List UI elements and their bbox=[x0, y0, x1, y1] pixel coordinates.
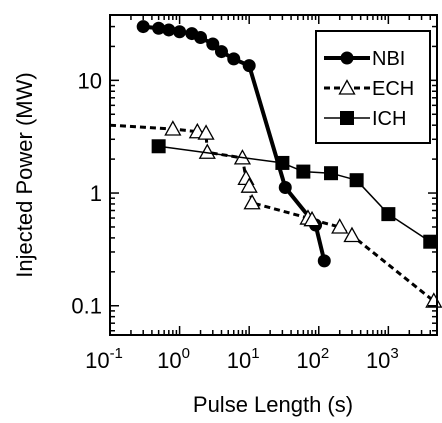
ech-point bbox=[197, 124, 215, 140]
ich-point bbox=[423, 234, 438, 249]
ich-point bbox=[324, 166, 339, 181]
nbi-point bbox=[194, 30, 208, 44]
ech-point bbox=[243, 193, 261, 210]
series-ech bbox=[109, 120, 442, 308]
legend-marker-ich bbox=[340, 111, 354, 125]
nbi-point bbox=[173, 25, 187, 39]
ich-point bbox=[151, 139, 166, 154]
ech-point bbox=[331, 218, 349, 234]
legend-label-ech: ECH bbox=[372, 78, 414, 100]
x-axis-title: Pulse Length (s) bbox=[193, 392, 353, 417]
ech-point bbox=[164, 120, 182, 136]
ich-point bbox=[296, 164, 311, 179]
nbi-point bbox=[152, 21, 166, 35]
legend: NBI ECH ICH bbox=[315, 30, 431, 144]
y-tick-label: 1 bbox=[90, 181, 102, 206]
ich-line bbox=[158, 145, 431, 243]
legend-label-ich: ICH bbox=[372, 108, 406, 130]
series-ich bbox=[151, 139, 438, 249]
nbi-point bbox=[278, 180, 292, 194]
ich-point bbox=[381, 207, 396, 222]
ich-point bbox=[349, 173, 364, 188]
ech-point bbox=[303, 210, 321, 227]
series-nbi bbox=[136, 20, 331, 268]
nbi-point bbox=[242, 59, 256, 73]
ech-point bbox=[198, 143, 216, 159]
nbi-point bbox=[206, 37, 220, 51]
series-layer bbox=[109, 20, 442, 308]
y-axis-title: Injected Power (MW) bbox=[12, 72, 37, 277]
nbi-point bbox=[317, 254, 331, 268]
nbi-point bbox=[162, 23, 176, 37]
x-tick-label: 102 bbox=[296, 345, 329, 373]
legend-marker-ech bbox=[338, 79, 356, 95]
nbi-point bbox=[136, 20, 150, 34]
x-tick-label: 10-1 bbox=[85, 345, 123, 373]
nbi-point bbox=[227, 52, 241, 66]
ech-point bbox=[343, 226, 361, 243]
x-tick-label: 103 bbox=[366, 345, 399, 373]
legend-marker-nbi bbox=[340, 51, 354, 65]
ticks-layer: 10-1 100 101 102 103 0.1 1 10 bbox=[71, 15, 438, 373]
plot-frame bbox=[109, 14, 438, 336]
y-tick-label: 0.1 bbox=[71, 294, 102, 319]
ech-point bbox=[240, 177, 258, 193]
ech-line bbox=[109, 123, 435, 303]
ich-point bbox=[275, 155, 290, 170]
x-tick-label: 101 bbox=[227, 345, 260, 373]
legend-label-nbi: NBI bbox=[372, 48, 405, 70]
y-tick-label: 10 bbox=[78, 68, 102, 93]
x-tick-label: 100 bbox=[157, 345, 190, 373]
nbi-point bbox=[214, 45, 228, 59]
